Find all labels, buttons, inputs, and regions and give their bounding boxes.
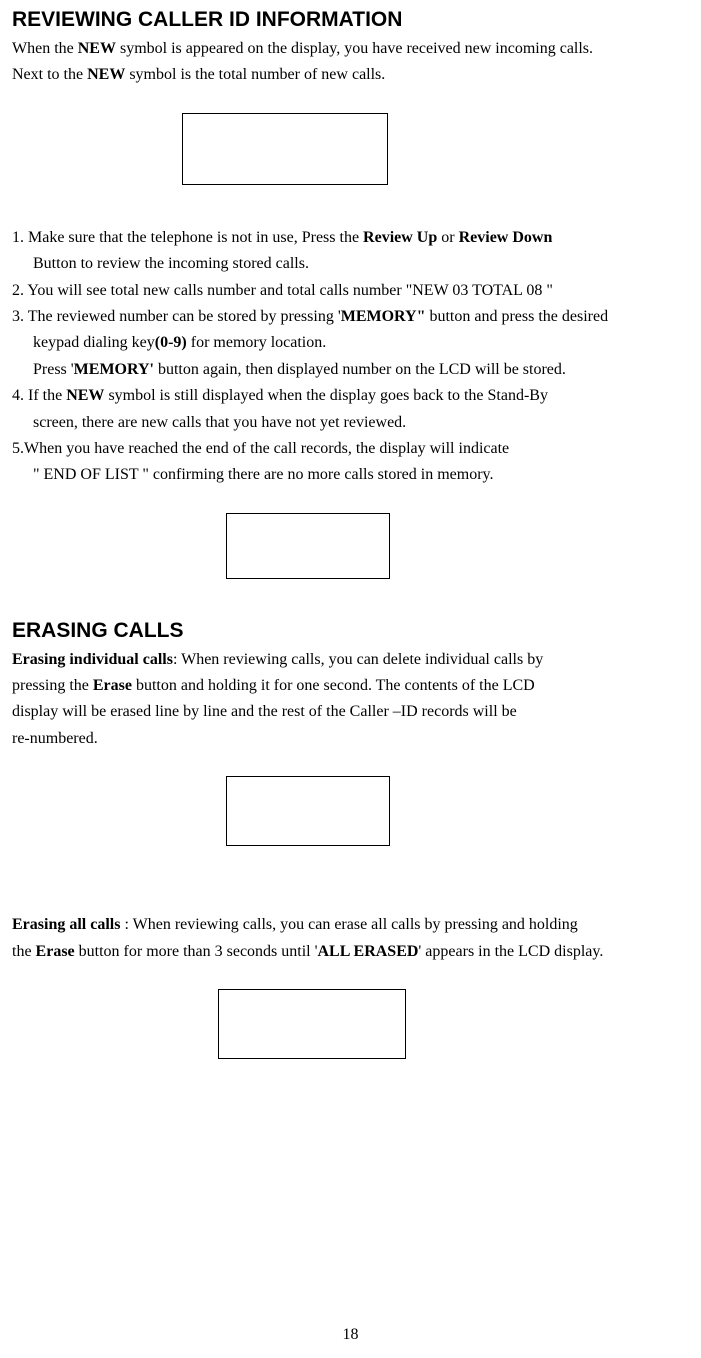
display-box (218, 989, 406, 1059)
list-item-cont: keypad dialing key(0-9) for memory locat… (12, 330, 689, 356)
paragraph: re-numbered. (12, 726, 689, 752)
text: When the (12, 40, 78, 57)
list-item: 5.When you have reached the end of the c… (12, 436, 689, 462)
text: Next to the (12, 66, 87, 83)
list-item-cont: Press 'MEMORY' button again, then displa… (12, 357, 689, 383)
text: or (437, 229, 458, 246)
text-bold: ALL ERASED (318, 943, 419, 960)
text: 1. Make sure that the telephone is not i… (12, 229, 363, 246)
text: 3. The reviewed number can be stored by … (12, 308, 341, 325)
paragraph: Erasing individual calls: When reviewing… (12, 647, 689, 673)
paragraph: pressing the Erase button and holding it… (12, 673, 689, 699)
text-bold: Erasing all calls (12, 916, 120, 933)
text: button for more than 3 seconds until ' (75, 943, 318, 960)
text-bold: Erase (93, 677, 132, 694)
text: Press ' (33, 361, 74, 378)
text: button and press the desired (425, 308, 608, 325)
text: symbol is appeared on the display, you h… (116, 40, 593, 57)
list-item-cont: screen, there are new calls that you hav… (12, 410, 689, 436)
text: the (12, 943, 36, 960)
paragraph: display will be erased line by line and … (12, 699, 689, 725)
text-bold: Review Down (459, 229, 553, 246)
text-bold: MEMORY' (74, 361, 154, 378)
text: button and holding it for one second. Th… (132, 677, 535, 694)
section-heading-erasing: ERASING CALLS (12, 619, 689, 643)
list-item: 4. If the NEW symbol is still displayed … (12, 383, 689, 409)
text: button again, then displayed number on t… (154, 361, 566, 378)
paragraph: Next to the NEW symbol is the total numb… (12, 62, 689, 88)
paragraph: Erasing all calls : When reviewing calls… (12, 912, 689, 938)
text: symbol is the total number of new calls. (125, 66, 385, 83)
display-box (226, 513, 390, 579)
text-bold: NEW (78, 40, 116, 57)
text-bold: (0-9) (155, 334, 187, 351)
page-number: 18 (0, 1326, 701, 1344)
text-bold: Erase (36, 943, 75, 960)
section-heading-reviewing: REVIEWING CALLER ID INFORMATION (12, 8, 689, 32)
text-bold: Review Up (363, 229, 437, 246)
text: 4. If the (12, 387, 66, 404)
list-item-cont: Button to review the incoming stored cal… (12, 251, 689, 277)
text-bold: NEW (87, 66, 125, 83)
text: keypad dialing key (33, 334, 155, 351)
text: ' appears in the LCD display. (418, 943, 603, 960)
list-item-cont: " END OF LIST " confirming there are no … (12, 462, 689, 488)
text-bold: NEW (66, 387, 104, 404)
paragraph: When the NEW symbol is appeared on the d… (12, 36, 689, 62)
text: : When reviewing calls, you can erase al… (120, 916, 577, 933)
display-box (226, 776, 390, 846)
list-item: 3. The reviewed number can be stored by … (12, 304, 689, 330)
display-box (182, 113, 388, 185)
paragraph: the Erase button for more than 3 seconds… (12, 939, 689, 965)
text: : When reviewing calls, you can delete i… (173, 651, 543, 668)
text: pressing the (12, 677, 93, 694)
text: for memory location. (187, 334, 327, 351)
list-item: 1. Make sure that the telephone is not i… (12, 225, 689, 251)
text: symbol is still displayed when the displ… (104, 387, 548, 404)
text-bold: Erasing individual calls (12, 651, 173, 668)
text-bold: MEMORY" (341, 308, 426, 325)
list-item: 2. You will see total new calls number a… (12, 278, 689, 304)
